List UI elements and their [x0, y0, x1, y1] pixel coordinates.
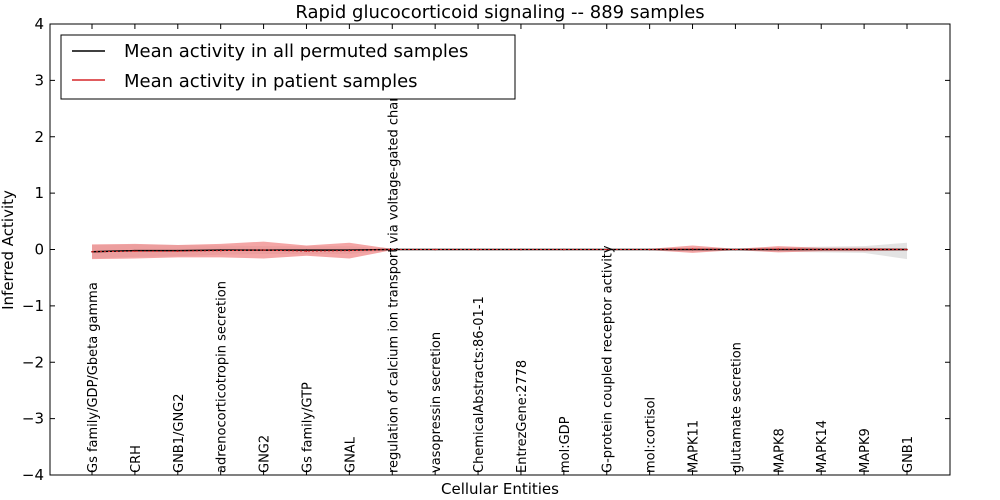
- x-tick-label: Gs family/GDP/Gbeta gamma: [86, 282, 101, 473]
- x-tick-label: Gs family/GTP: [300, 382, 315, 473]
- data-point: [305, 249, 308, 251]
- legend: Mean activity in all permuted samples Me…: [60, 34, 516, 100]
- data-point: [648, 248, 651, 251]
- line-permuted: [91, 248, 907, 253]
- data-point: [520, 248, 522, 251]
- data-point: [348, 249, 351, 252]
- legend-label-patient: Mean activity in patient samples: [124, 71, 418, 92]
- x-tick-label: MAPK14: [815, 420, 830, 473]
- x-tick-label: CRH: [129, 445, 144, 473]
- data-point: [219, 249, 222, 252]
- y-axis: −4 −3 −2 −1 0 1 2 3 4: [22, 15, 950, 484]
- x-tick-label: GNB1: [901, 436, 916, 473]
- data-point: [477, 248, 479, 251]
- y-tick-label: 0: [34, 241, 44, 259]
- x-tick-label: GNG2: [258, 435, 273, 473]
- x-tick-label: EntrezGene:2778: [515, 360, 530, 473]
- x-tick-label: MAPK11: [687, 420, 702, 473]
- x-tick-label: glutamate secretion: [729, 342, 744, 473]
- x-tick-label: mol:cortisol: [644, 397, 659, 473]
- data-point: [305, 250, 308, 252]
- legend-label-permuted: Mean activity in all permuted samples: [124, 41, 468, 62]
- y-tick-label: 3: [34, 71, 44, 89]
- data-point: [605, 248, 608, 251]
- confidence-bands: [92, 241, 907, 260]
- data-point: [906, 248, 908, 251]
- data-point: [434, 248, 436, 251]
- y-axis-label: Inferred Activity: [0, 190, 17, 310]
- chart-title: Rapid glucocorticoid signaling -- 889 sa…: [295, 2, 704, 23]
- y-tick-label: −2: [22, 353, 44, 371]
- y-tick-label: 1: [34, 184, 44, 202]
- y-tick-label: −3: [22, 410, 44, 428]
- x-tick-label: ChemicalAbstracts:86-01-1: [472, 296, 487, 473]
- data-point: [691, 248, 694, 250]
- x-tick-label: GNB1/GNG2: [172, 393, 187, 473]
- y-tick-label: −4: [22, 466, 44, 484]
- data-point: [734, 248, 737, 251]
- data-point: [820, 248, 823, 251]
- x-tick-label: GNAL: [343, 436, 358, 473]
- x-tick-label: MAPK8: [772, 428, 787, 473]
- x-tick-label: regulation of calcium ion transport via …: [386, 74, 401, 473]
- y-tick-label: −1: [22, 297, 44, 315]
- band-patient: [92, 241, 907, 260]
- x-tick-label: adrenocorticotropin secretion: [215, 281, 230, 473]
- x-tick-label: mol:GDP: [558, 416, 573, 473]
- y-tick-label: 2: [34, 128, 44, 146]
- y-tick-label: 4: [34, 15, 44, 33]
- x-tick-label: vasopressin secretion: [429, 332, 444, 473]
- x-axis-label: Cellular Entities: [441, 480, 559, 498]
- data-point: [176, 250, 179, 252]
- x-tick-label: G-protein coupled receptor activity: [601, 245, 616, 473]
- x-axis: Gs family/GDP/Gbeta gamma CRH GNB1/GNG2 adr…: [86, 24, 916, 475]
- data-point: [262, 249, 265, 251]
- x-tick-label: MAPK9: [858, 428, 873, 473]
- data-point: [563, 248, 565, 251]
- data-point: [134, 250, 136, 252]
- data-point: [391, 248, 394, 251]
- series-lines: [91, 248, 908, 253]
- data-point: [777, 248, 780, 250]
- data-point: [863, 248, 865, 251]
- legend-box: [60, 34, 516, 100]
- data-point: [91, 250, 93, 253]
